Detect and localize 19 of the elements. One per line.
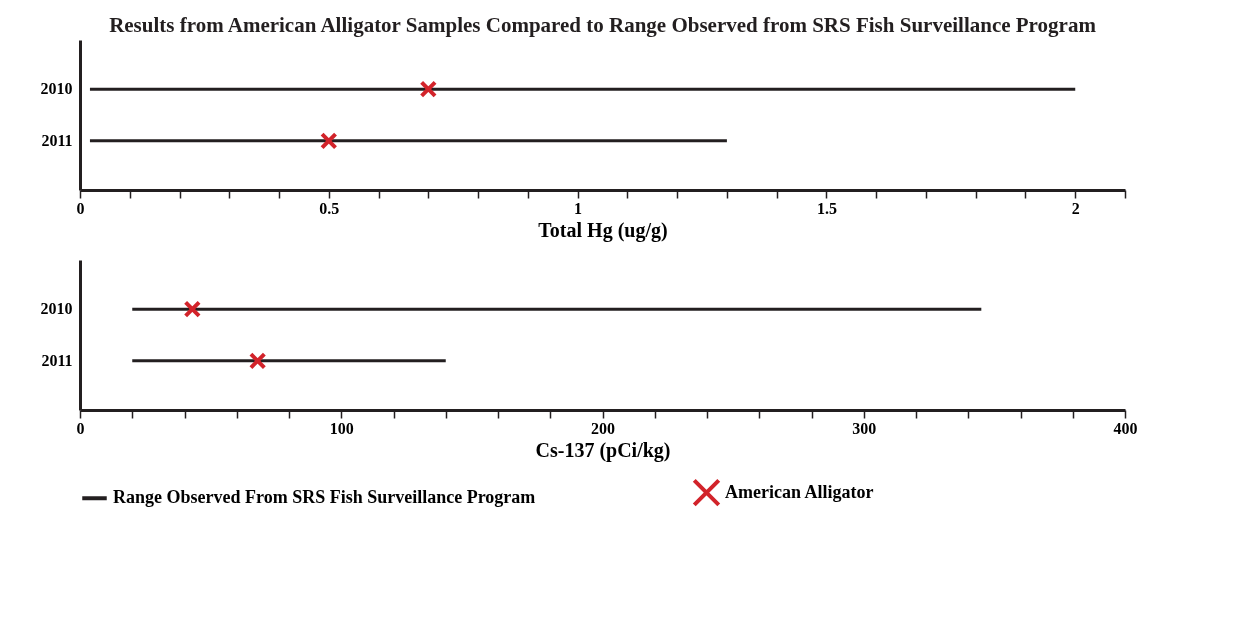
x-tick-label: 100 <box>329 419 354 437</box>
y-tick-label: 2010 <box>40 300 73 318</box>
x-axis-title: Total Hg (ug/g) <box>538 218 668 242</box>
x-tick-label: 400 <box>1113 419 1138 437</box>
chart-title: Results from American Alligator Samples Compared to Range Observed from SRS Fish Surveillance Program <box>109 13 1097 37</box>
x-tick-label: 0 <box>76 199 85 217</box>
x-tick-label: 0 <box>76 419 85 437</box>
legend-label: American Alligator <box>725 481 874 502</box>
x-tick-label: 200 <box>591 419 615 437</box>
y-tick-label: 2011 <box>41 131 73 149</box>
y-tick-label: 2011 <box>41 351 73 369</box>
x-axis-title: Cs-137 (pCi/kg) <box>535 438 671 462</box>
y-tick-label: 2010 <box>40 80 73 98</box>
x-tick-label: 1.5 <box>816 199 837 217</box>
x-tick-label: 0.5 <box>319 199 340 217</box>
x-tick-label: 300 <box>852 419 877 437</box>
x-tick-label: 1 <box>574 199 583 217</box>
x-tick-label: 2 <box>1071 199 1080 217</box>
legend-label: Range Observed From SRS Fish Surveillance Program <box>113 487 536 508</box>
